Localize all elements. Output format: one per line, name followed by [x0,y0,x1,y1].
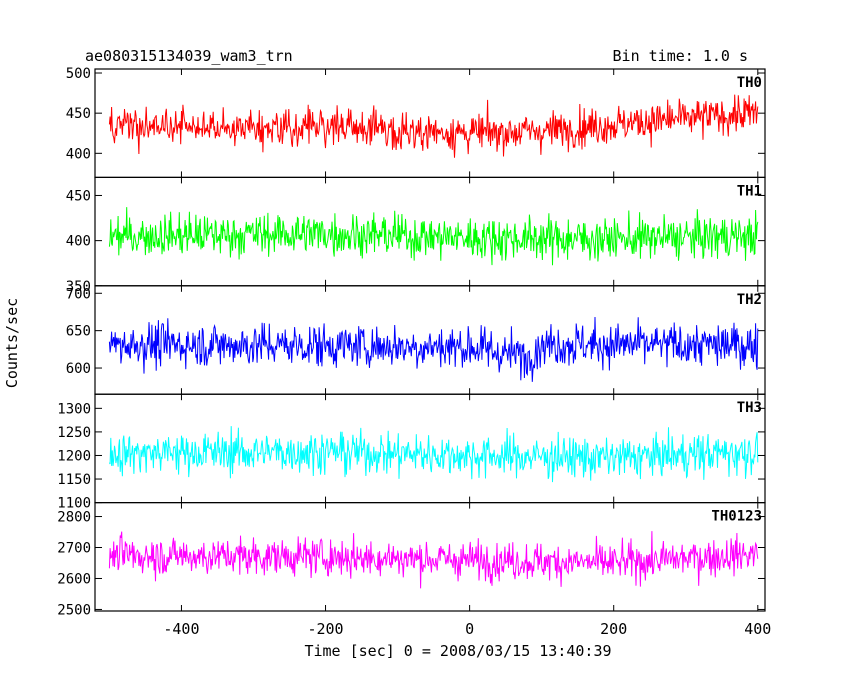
y-tick-label: 450 [66,188,91,204]
panel-th2: 600 650 700 TH2 [66,285,766,395]
series-th1 [108,207,759,266]
y-tick-label: 2500 [57,602,91,618]
y-tick-label: 1250 [57,425,91,441]
panel-label-th3: TH3 [737,400,762,416]
x-tick-label: 400 [744,620,771,638]
panel-th0123: 2500 2600 2700 2800 TH0123 [57,502,766,618]
panel-th1: 350 400 450 TH1 [66,176,766,295]
panel-label-th0: TH0 [737,75,762,91]
y-tick-label: 650 [66,324,91,340]
x-tick-label: -200 [307,620,343,638]
y-tick-label: 2700 [57,541,91,557]
y-tick-label: 2600 [57,571,91,587]
y-tick-label: 1150 [57,472,91,488]
panel-label-th1: TH1 [737,183,762,199]
y-tick-label: 450 [66,106,91,122]
y-tick-label: 400 [66,146,91,162]
series-th2 [108,316,759,382]
x-tick-label: -400 [163,620,199,638]
panel-frame [94,68,766,179]
panel-th3: 1100 1150 1200 1250 1300 TH3 [57,393,766,512]
panels-group: 400 450 500 TH0 350 400 450 TH1 600 650 700 TH2 1100… [57,66,771,638]
y-tick-label: 400 [66,234,91,250]
y-tick-label: 1300 [57,401,91,417]
x-tick-label: 200 [600,620,627,638]
y-tick-label: 1100 [57,496,91,512]
y-tick-label: 500 [66,66,91,82]
x-tick-label: 0 [465,620,474,638]
x-axis-label: Time [sec] 0 = 2008/03/15 13:40:39 [304,642,611,660]
y-tick-label: 2800 [57,510,91,526]
panel-label-th0123: TH0123 [711,509,762,525]
panel-frame [94,502,766,612]
chart-title: ae080315134039_wam3_trn [85,47,293,65]
panel-label-th2: TH2 [737,292,762,308]
y-axis-label: Counts/sec [3,298,21,388]
bin-time-label: Bin time: 1.0 s [613,47,748,65]
y-tick-label: 700 [66,286,91,302]
series-th0123 [108,531,759,589]
y-tick-label: 350 [66,279,91,295]
y-tick-label: 600 [66,361,91,377]
series-th3 [108,426,759,483]
y-tick-label: 1200 [57,448,91,464]
series-th0 [108,94,759,158]
panel-th0: 400 450 500 TH0 [66,66,766,179]
